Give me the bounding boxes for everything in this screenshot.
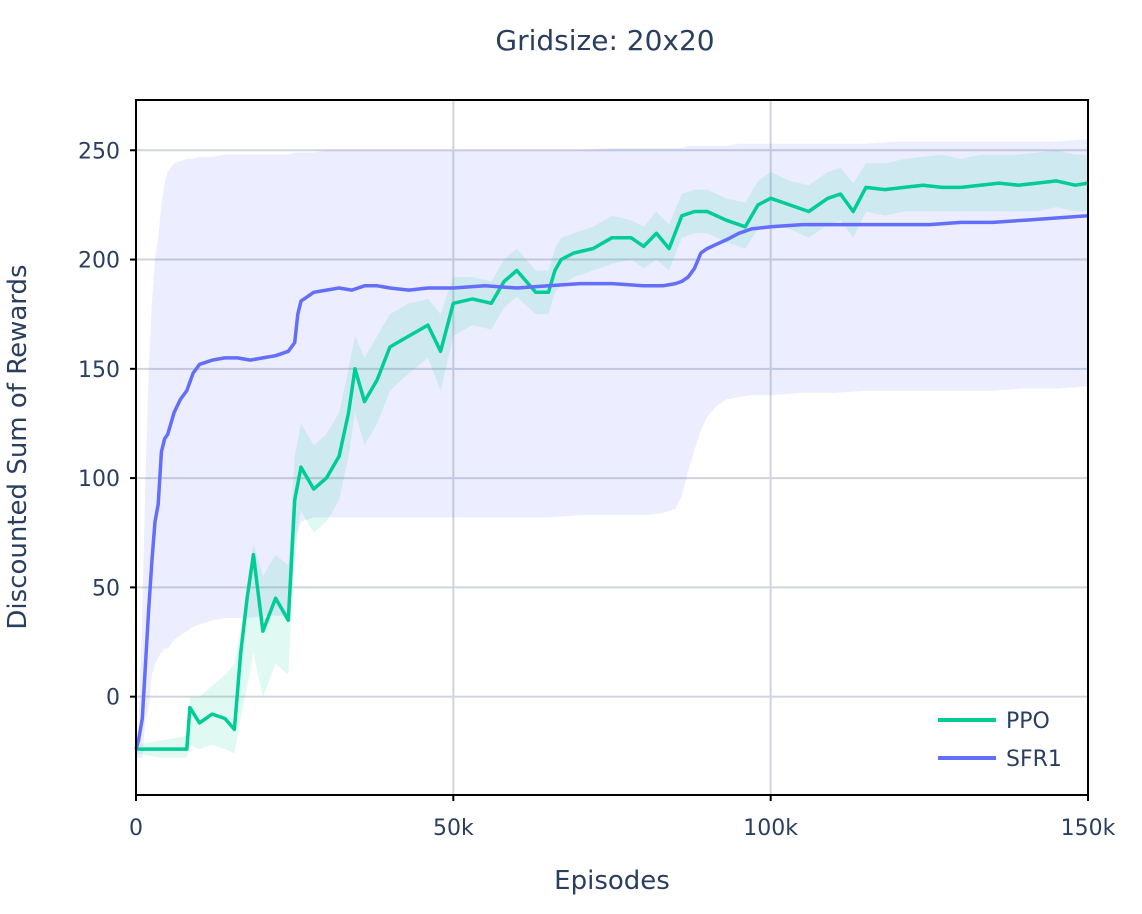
legend: PPO SFR1 bbox=[938, 709, 1062, 772]
line-ppo bbox=[136, 179, 1089, 751]
line-sfr1 bbox=[134, 214, 1089, 750]
x-tick-label: 100k bbox=[743, 816, 798, 841]
chart-title: Gridsize: 20x20 bbox=[495, 24, 714, 57]
x-axis-ticks: 0 50k 100k 150k bbox=[129, 795, 1116, 841]
band-ppo bbox=[136, 150, 1088, 758]
y-tick-label: 150 bbox=[78, 358, 120, 383]
y-axis-ticks: 0 50 100 150 200 250 bbox=[78, 139, 136, 711]
x-tick-label: 0 bbox=[129, 816, 143, 841]
legend-label-ppo: PPO bbox=[1006, 709, 1050, 734]
x-axis-title: Episodes bbox=[554, 866, 670, 896]
confidence-bands bbox=[136, 139, 1088, 758]
y-tick-label: 100 bbox=[78, 467, 120, 492]
grid-lines bbox=[136, 100, 1088, 795]
x-tick-label: 50k bbox=[433, 816, 474, 841]
band-sfr1 bbox=[136, 139, 1088, 758]
legend-label-sfr1: SFR1 bbox=[1006, 747, 1062, 772]
x-tick-label: 150k bbox=[1061, 816, 1116, 841]
y-tick-label: 200 bbox=[78, 249, 120, 274]
y-axis-title: Discounted Sum of Rewards bbox=[3, 264, 33, 629]
y-tick-label: 50 bbox=[92, 576, 120, 601]
y-tick-label: 250 bbox=[78, 139, 120, 164]
series-lines bbox=[134, 179, 1089, 751]
y-tick-label: 0 bbox=[106, 686, 120, 711]
plot-frame bbox=[135, 99, 1089, 796]
